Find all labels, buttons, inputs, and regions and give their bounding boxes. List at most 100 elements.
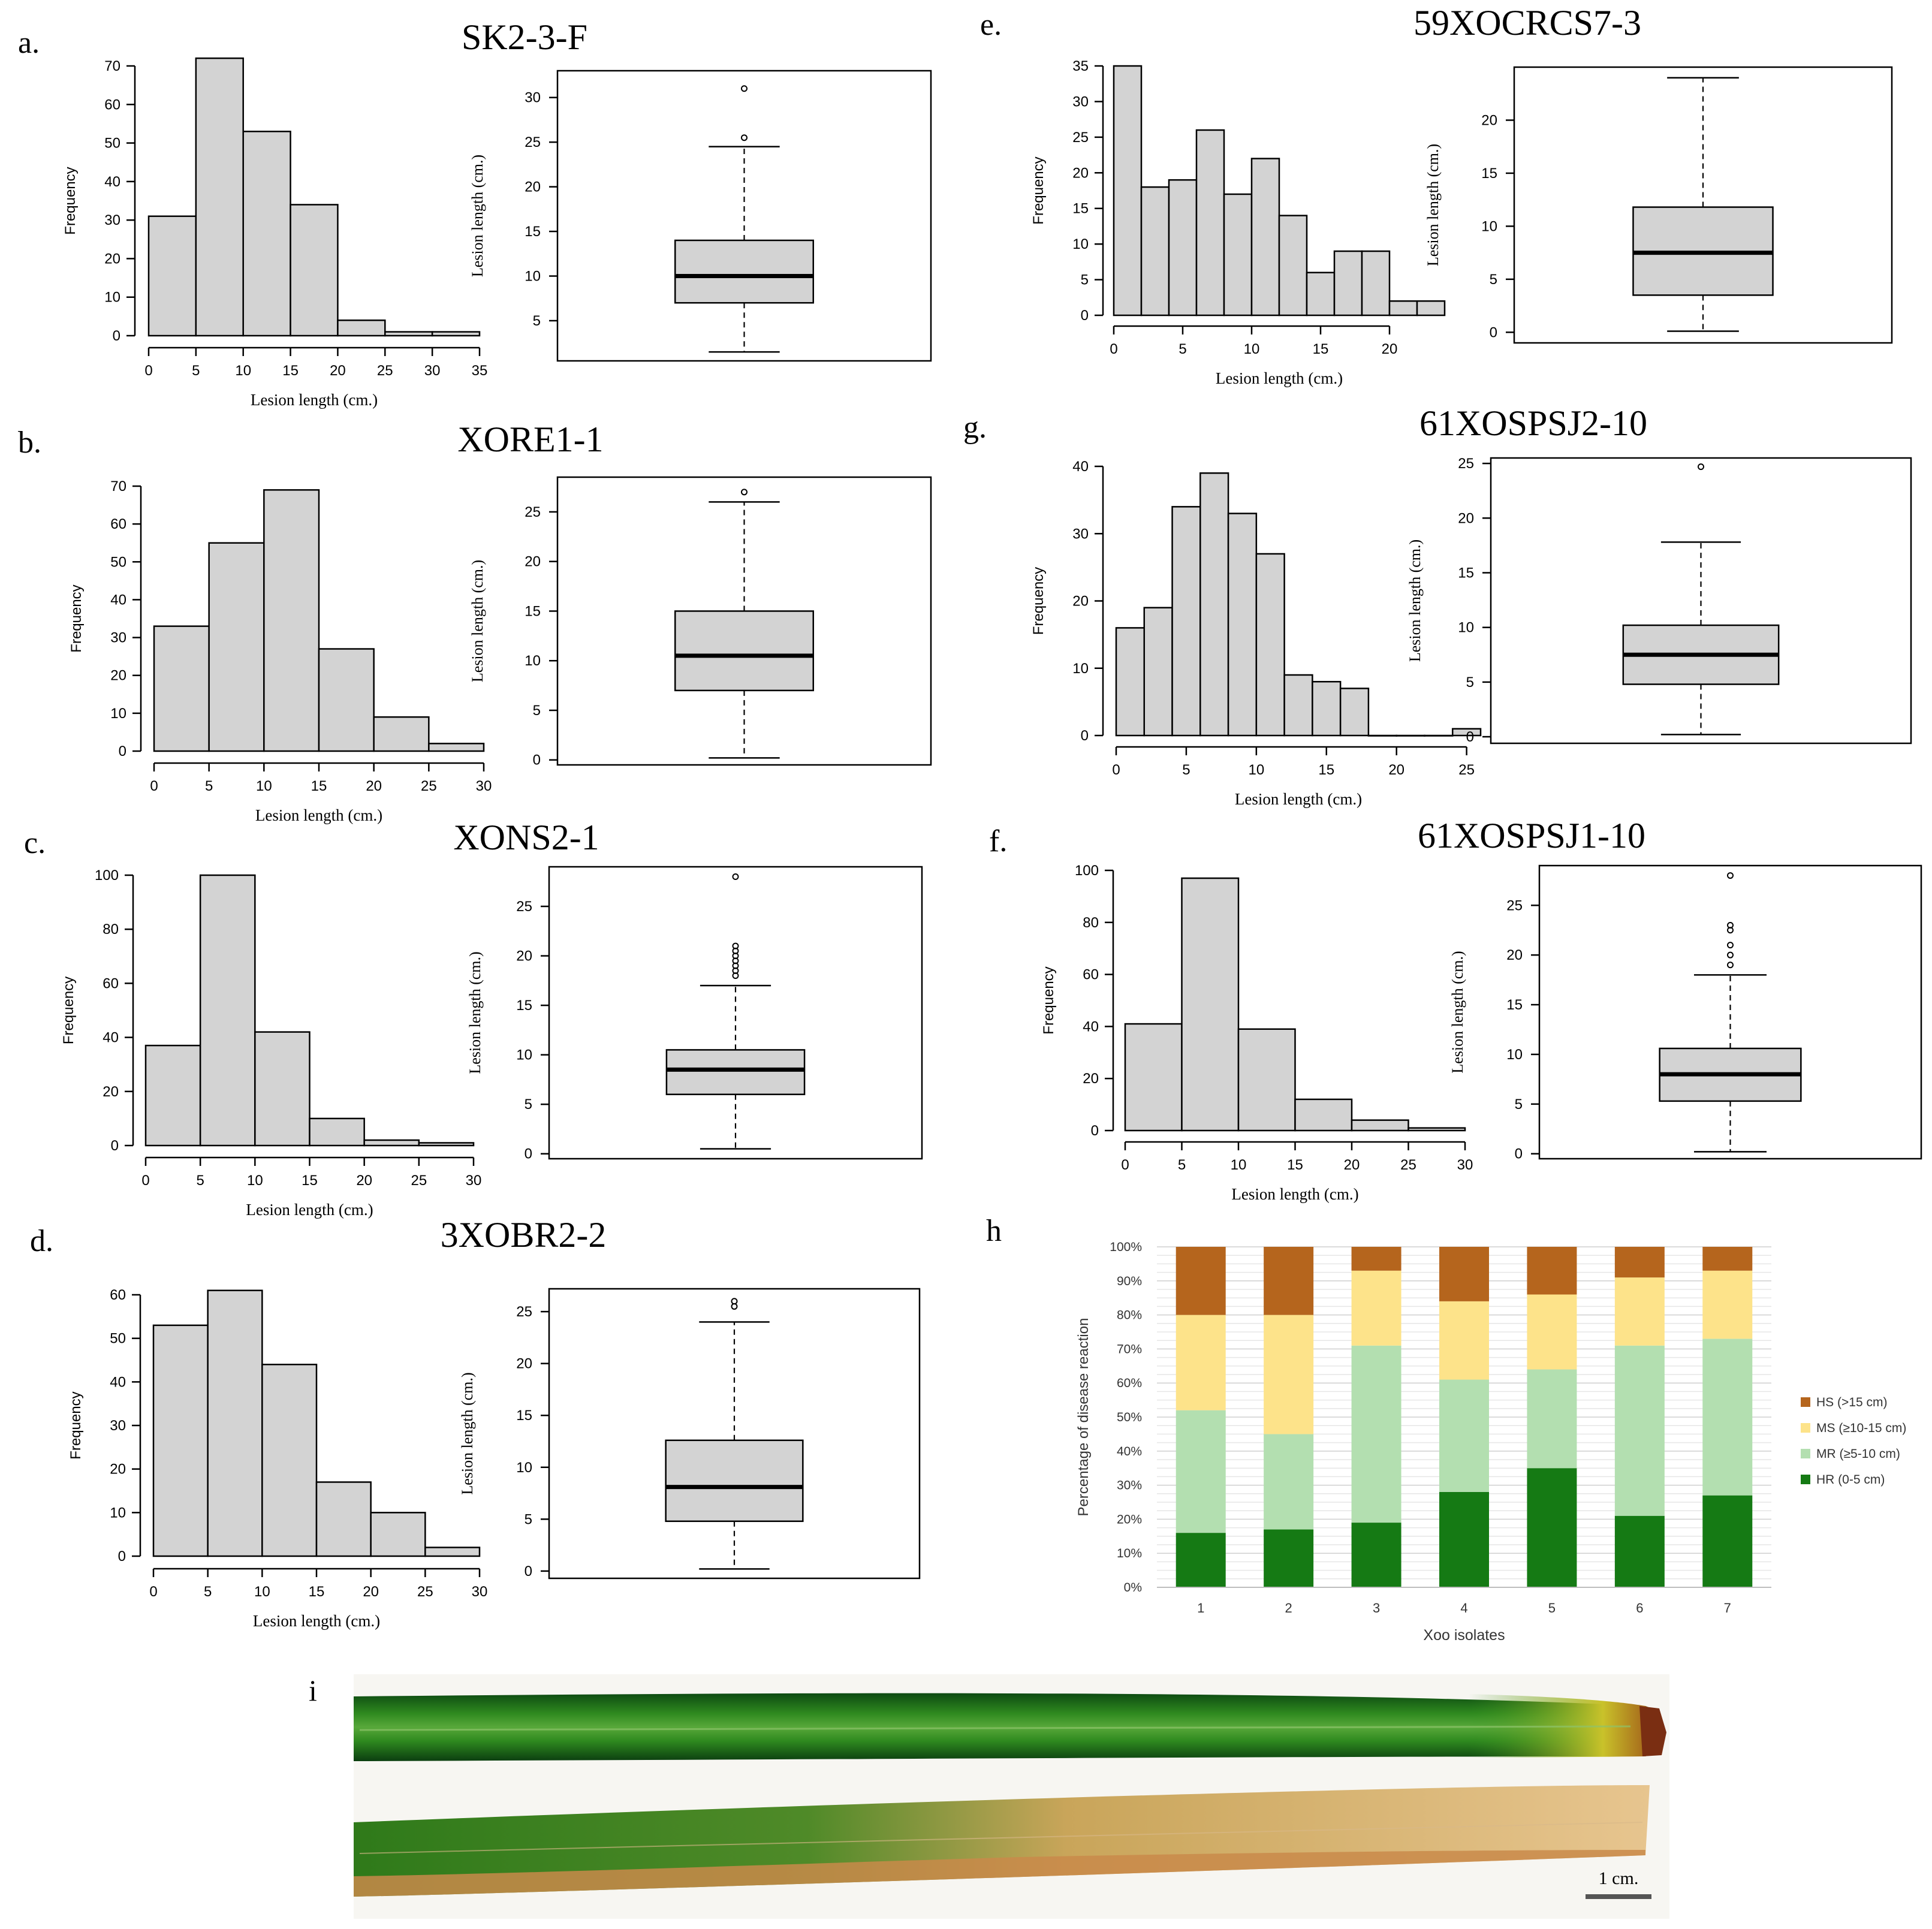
y-tick-label: 20 [1072, 593, 1089, 610]
histogram-bar [1294, 1098, 1353, 1132]
panel-label-c: c. [24, 826, 46, 860]
y-axis-label: Frequency [61, 976, 77, 1044]
histogram-bar [1195, 129, 1225, 317]
x-tick-label: 5 [1178, 1157, 1186, 1173]
histogram-bar [1143, 607, 1173, 737]
legend-entry: HS (>15 cm) [1816, 1395, 1887, 1409]
x-tick-label: 5 [192, 363, 200, 379]
box-y-tick-label: 15 [1506, 997, 1523, 1013]
box-y-tick-label: 15 [1481, 165, 1497, 182]
x-tick-label: 20 [363, 1584, 379, 1600]
x-axis-label: Lesion length (cm.) [246, 1201, 373, 1219]
y-tick-label: 20 [104, 251, 120, 267]
stacked-bar-segment [1439, 1247, 1489, 1301]
x-tick-label: 7 [1724, 1601, 1731, 1615]
y-tick-label: 30% [1117, 1479, 1142, 1493]
stacked-bar-segment [1264, 1434, 1314, 1530]
x-tick-label: 30 [476, 778, 492, 794]
y-tick-label: 70 [104, 58, 120, 74]
stacked-bar-segment [1264, 1247, 1314, 1315]
stacked-bar-segment [1176, 1315, 1226, 1410]
box-y-tick-label: 25 [525, 504, 541, 520]
y-tick-label: 50 [110, 1331, 126, 1347]
x-tick-label: 30 [472, 1584, 488, 1600]
legend-entry: MS (≥10-15 cm) [1816, 1421, 1906, 1435]
histogram-bar [1168, 179, 1198, 317]
y-tick-label: 40 [104, 174, 120, 190]
x-tick-label: 30 [1457, 1157, 1473, 1173]
panel-h: h 0% 10% 20% 30% 40% 50% 60% 70% 80% 90% 100% 1 2 3 4 5 6… [986, 1214, 1906, 1644]
x-tick-label: 25 [1400, 1157, 1416, 1173]
box-y-tick-label: 25 [525, 134, 541, 150]
y-tick-label: 30 [1072, 526, 1089, 542]
histogram-bar [199, 874, 256, 1147]
box-y-tick-label: 5 [1490, 272, 1497, 288]
y-tick-label: 60 [110, 1287, 126, 1303]
x-tick-label: 5 [196, 1173, 204, 1189]
stacked-bar-segment [1702, 1270, 1753, 1339]
y-tick-label: 10 [1072, 236, 1089, 252]
y-tick-label: 0 [1081, 308, 1089, 324]
histogram-bar [1451, 728, 1482, 737]
chart-title: 3XOBR2-2 [441, 1215, 607, 1255]
histogram-bar [309, 1117, 365, 1147]
x-tick-label: 15 [1287, 1157, 1303, 1173]
x-tick-label: 15 [311, 778, 327, 794]
stacked-bar-segment [1702, 1339, 1753, 1496]
stacked-bar-segment [1702, 1495, 1753, 1587]
stacked-bar-segment [1614, 1515, 1665, 1587]
histogram-bar [1181, 877, 1240, 1132]
chart-title: XORE1-1 [457, 420, 603, 459]
box-y-tick-label: 5 [525, 1096, 532, 1113]
histogram-bar [1312, 680, 1342, 737]
histogram-bar [208, 542, 265, 752]
histogram-bar [1339, 688, 1370, 737]
histogram-bar [337, 320, 386, 337]
interquartile-box [665, 1439, 804, 1523]
x-tick-label: 15 [309, 1584, 325, 1600]
panel-a: a. SK2-3-F 0 5 10 15 20 25 30 35 Lesion length (cm… [18, 17, 932, 409]
y-tick-label: 70% [1117, 1342, 1142, 1356]
outlier-point [741, 489, 748, 496]
box-y-axis-label: Lesion length (cm.) [1406, 539, 1424, 662]
x-tick-label: 5 [205, 778, 213, 794]
stacked-bar-segment [1439, 1301, 1489, 1380]
box-y-tick-label: 0 [1466, 729, 1474, 745]
histogram-bar [424, 1547, 481, 1557]
panel-label-g: g. [963, 411, 987, 445]
y-tick-label: 60 [104, 97, 120, 113]
box-y-tick-label: 0 [525, 1146, 532, 1162]
panel-label-b: b. [18, 426, 41, 460]
stacked-bar-segment [1614, 1345, 1665, 1516]
x-tick-label: 25 [377, 363, 393, 379]
panel-label-h: h [986, 1214, 1002, 1248]
y-tick-label: 10 [104, 290, 120, 306]
y-tick-label: 0 [1091, 1123, 1099, 1139]
y-tick-label: 0 [111, 1138, 119, 1154]
x-tick-label: 10 [1231, 1157, 1247, 1173]
x-tick-label: 30 [424, 363, 441, 379]
y-tick-label: 40 [110, 1374, 126, 1390]
histogram-bar [373, 716, 430, 752]
legend-swatch [1801, 1423, 1810, 1433]
box-y-tick-label: 25 [516, 1304, 532, 1320]
histogram-bar [1113, 65, 1143, 317]
stacked-bar-segment [1527, 1468, 1577, 1587]
x-tick-label: 20 [1382, 341, 1398, 357]
y-tick-label: 60 [103, 975, 119, 991]
x-axis-label: Lesion length (cm.) [1216, 369, 1343, 387]
histogram-bar [1140, 186, 1170, 317]
box-y-tick-label: 25 [1506, 897, 1523, 914]
x-tick-label: 3 [1373, 1601, 1380, 1615]
box-y-tick-label: 15 [525, 603, 541, 619]
legend-swatch [1801, 1397, 1810, 1407]
panel-e: e. 59XOCRCS7-3 0 5 10 15 20 Lesion length (cm.)… [980, 3, 1893, 387]
y-tick-label: 40 [110, 592, 126, 608]
box-y-tick-label: 20 [516, 948, 532, 964]
y-tick-label: 100% [1110, 1240, 1142, 1254]
box-y-tick-label: 0 [533, 752, 541, 768]
histogram-bar [1407, 1127, 1466, 1132]
histogram-bar [254, 1031, 311, 1147]
x-tick-label: 10 [256, 778, 272, 794]
